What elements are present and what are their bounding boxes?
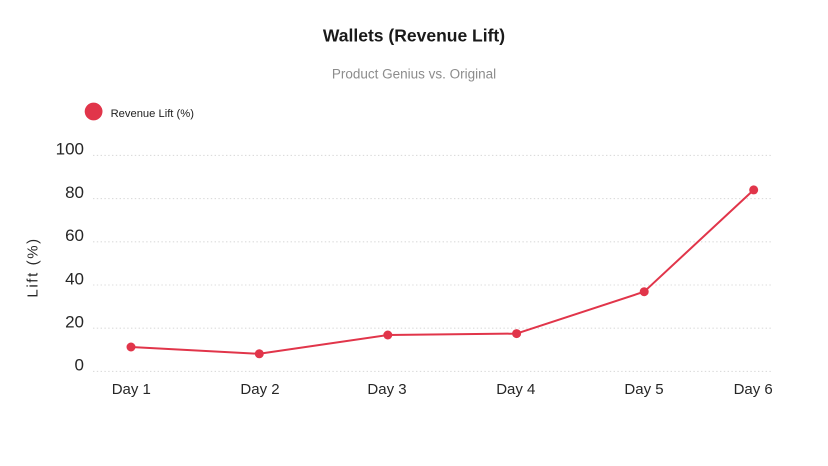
svg-text:20: 20 xyxy=(65,313,84,332)
svg-text:Day 1: Day 1 xyxy=(112,381,151,398)
svg-text:Day 3: Day 3 xyxy=(367,381,406,398)
svg-text:Revenue Lift (%): Revenue Lift (%) xyxy=(111,108,195,120)
svg-text:Day 6: Day 6 xyxy=(734,381,773,398)
svg-text:Day 5: Day 5 xyxy=(624,381,663,398)
svg-text:60: 60 xyxy=(65,226,84,245)
svg-text:0: 0 xyxy=(75,356,84,375)
svg-text:80: 80 xyxy=(65,183,84,202)
svg-text:40: 40 xyxy=(65,269,84,288)
svg-text:Lift (%): Lift (%) xyxy=(25,237,42,297)
svg-text:Day 2: Day 2 xyxy=(240,381,279,398)
svg-text:Day 4: Day 4 xyxy=(496,381,535,398)
svg-text:Wallets (Revenue Lift): Wallets (Revenue Lift) xyxy=(323,25,505,45)
svg-text:Product Genius vs. Original: Product Genius vs. Original xyxy=(332,67,496,82)
svg-text:100: 100 xyxy=(56,140,84,159)
